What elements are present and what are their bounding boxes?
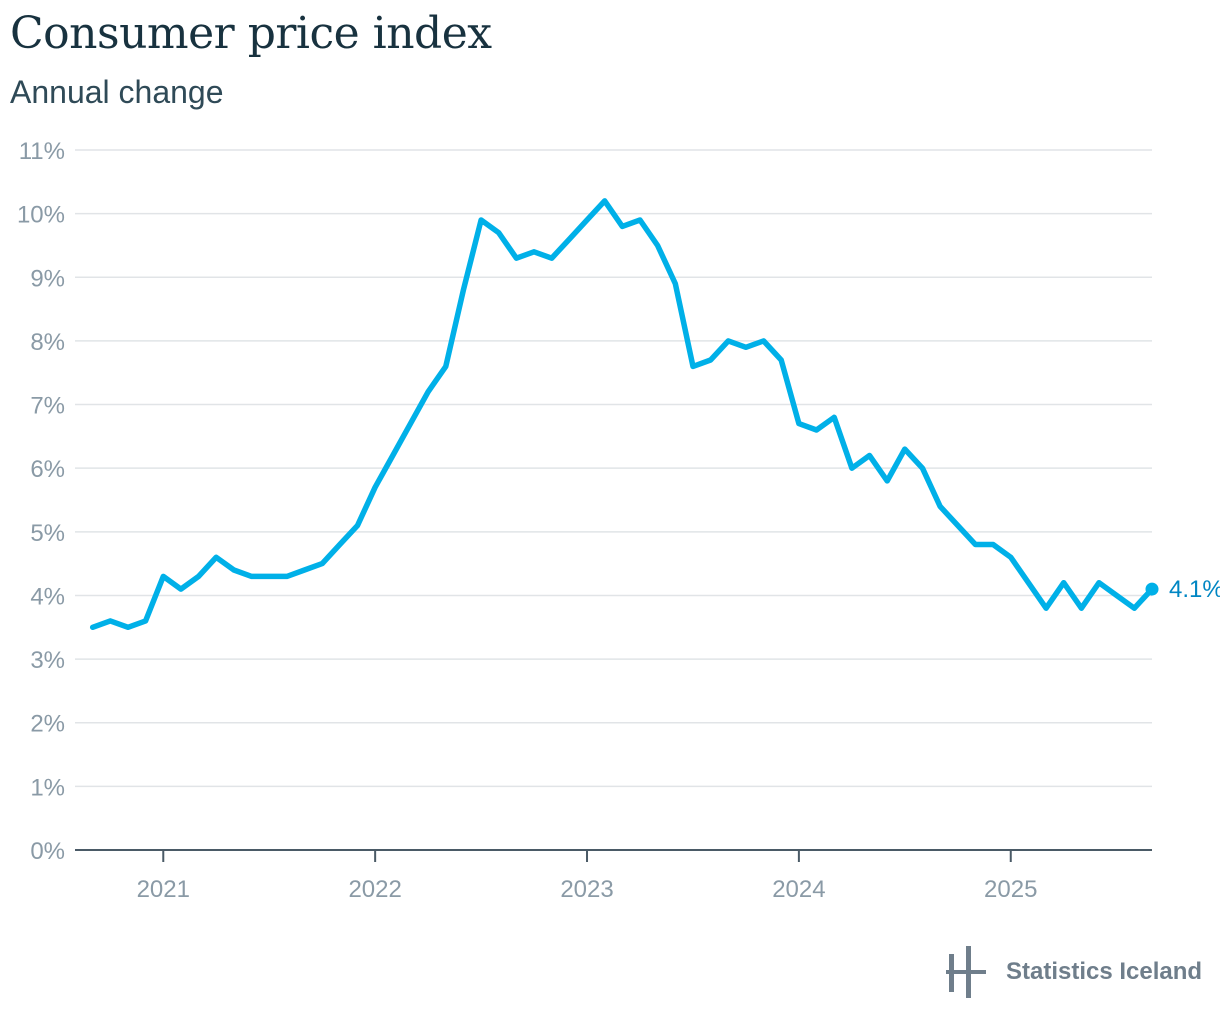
y-tick-label: 11% xyxy=(19,138,65,165)
series-layer: 4.1% xyxy=(89,198,1220,631)
x-tick-label: 2024 xyxy=(772,876,825,903)
x-axis-ticks: 2021 2022 2023 2024 2025 xyxy=(75,849,1152,903)
gridlines xyxy=(75,149,1152,788)
statistics-iceland-logo-icon xyxy=(946,946,986,998)
end-point-marker xyxy=(1145,582,1159,596)
y-tick-label: 6% xyxy=(30,456,65,483)
y-tick-label: 5% xyxy=(30,520,65,547)
y-tick-label: 2% xyxy=(30,711,65,738)
y-tick-label: 1% xyxy=(30,774,65,801)
y-tick-label: 10% xyxy=(17,202,65,229)
y-tick-label: 8% xyxy=(30,329,65,356)
chart-title: Consumer price index xyxy=(10,8,492,59)
chart-subtitle: Annual change xyxy=(10,74,224,110)
x-tick-label: 2025 xyxy=(984,876,1037,903)
y-tick-label: 3% xyxy=(30,647,65,674)
x-tick-label: 2023 xyxy=(560,876,613,903)
end-value-label: 4.1% xyxy=(1169,576,1220,603)
y-tick-label: 0% xyxy=(30,838,65,865)
y-tick-label: 9% xyxy=(30,265,65,292)
y-tick-label: 7% xyxy=(30,393,65,420)
brand-name: Statistics Iceland xyxy=(1006,958,1203,985)
x-tick-label: 2021 xyxy=(137,876,190,903)
y-tick-label: 4% xyxy=(30,583,65,610)
series-line xyxy=(89,198,1155,631)
y-axis-ticks: 0% 1% 2% 3% 4% 5% 6% 7% 8% 9% 10% 11% xyxy=(17,138,65,865)
statistics-iceland-logo: Statistics Iceland xyxy=(946,946,1202,998)
x-tick-label: 2022 xyxy=(348,876,401,903)
